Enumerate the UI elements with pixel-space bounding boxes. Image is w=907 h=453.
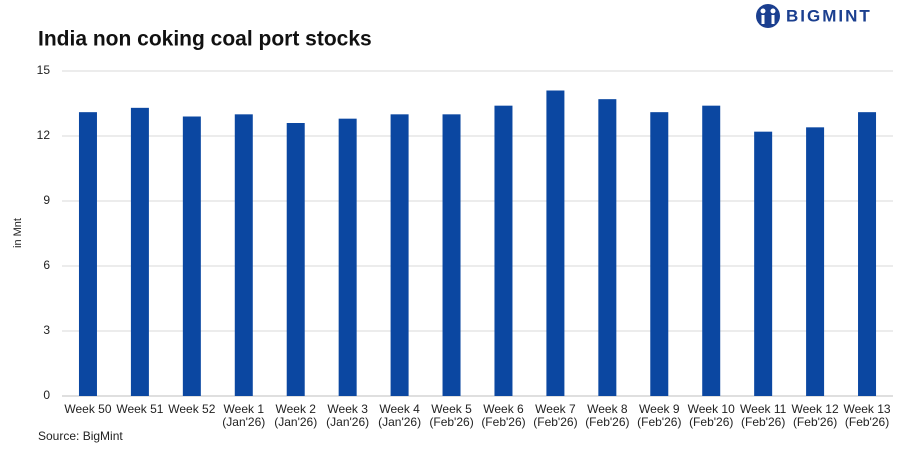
y-tick-label: 0	[43, 388, 50, 402]
chart-title: India non coking coal port stocks	[38, 28, 372, 51]
logo: BIGMINT	[756, 4, 872, 28]
logo-icon-bar	[761, 15, 765, 24]
y-tick-label: 15	[37, 63, 51, 77]
x-tick-label: Week 12	[792, 402, 839, 416]
x-tick-label: Week 1	[224, 402, 265, 416]
x-tick-label: Week 5	[431, 402, 472, 416]
x-tick-label: Week 10	[688, 402, 735, 416]
x-tick-label: Week 52	[168, 402, 215, 416]
x-tick-label: (Feb'26)	[741, 415, 785, 429]
bar	[494, 105, 513, 397]
bar	[182, 116, 201, 396]
y-tick-label: 6	[43, 258, 50, 272]
x-tick-label: Week 50	[64, 402, 111, 416]
x-tick-label: (Feb'26)	[793, 415, 837, 429]
x-tick-label: Week 51	[116, 402, 163, 416]
x-tick-label: Week 13	[843, 402, 890, 416]
x-tick-label: Week 3	[327, 402, 368, 416]
source: Source: BigMint	[38, 429, 123, 443]
x-tick-label: (Feb'26)	[481, 415, 525, 429]
x-tick-label: Week 6	[483, 402, 524, 416]
bar	[78, 112, 97, 397]
y-tick-label: 3	[43, 323, 50, 337]
bar	[546, 90, 565, 396]
x-tick-label: (Jan'26)	[378, 415, 421, 429]
x-tick-label: (Feb'26)	[429, 415, 473, 429]
bar	[234, 114, 253, 396]
x-tick-label: (Feb'26)	[637, 415, 681, 429]
logo-text: BIGMINT	[786, 6, 872, 25]
x-tick-label: (Feb'26)	[585, 415, 629, 429]
bar	[702, 105, 721, 397]
bar	[754, 131, 773, 396]
y-tick-label: 9	[43, 193, 50, 207]
x-tick-label: Week 11	[740, 402, 787, 416]
bar	[806, 127, 825, 396]
x-tick-label: Week 9	[639, 402, 680, 416]
bar	[130, 107, 149, 396]
bar	[442, 114, 461, 396]
x-tick-label: (Jan'26)	[222, 415, 265, 429]
x-tick-label: Week 7	[535, 402, 576, 416]
bar	[390, 114, 409, 396]
bar	[598, 99, 617, 397]
bar	[650, 112, 669, 397]
x-tick-label: Week 2	[275, 402, 316, 416]
x-tick-label: Week 8	[587, 402, 628, 416]
bar	[286, 123, 305, 396]
y-tick-label: 12	[37, 128, 51, 142]
logo-icon-dot	[760, 8, 766, 14]
logo-icon-dot	[770, 8, 776, 14]
bar	[338, 118, 357, 397]
y-axis-label: in Mnt	[12, 218, 24, 248]
logo-icon-bar	[771, 15, 775, 24]
x-tick-label: (Jan'26)	[274, 415, 317, 429]
x-tick-label: (Feb'26)	[533, 415, 577, 429]
x-tick-label: Week 4	[379, 402, 420, 416]
x-tick-label: (Feb'26)	[845, 415, 889, 429]
bar	[858, 112, 877, 397]
x-tick-label: (Jan'26)	[326, 415, 369, 429]
logo-icon	[756, 4, 780, 28]
x-tick-label: (Feb'26)	[689, 415, 733, 429]
